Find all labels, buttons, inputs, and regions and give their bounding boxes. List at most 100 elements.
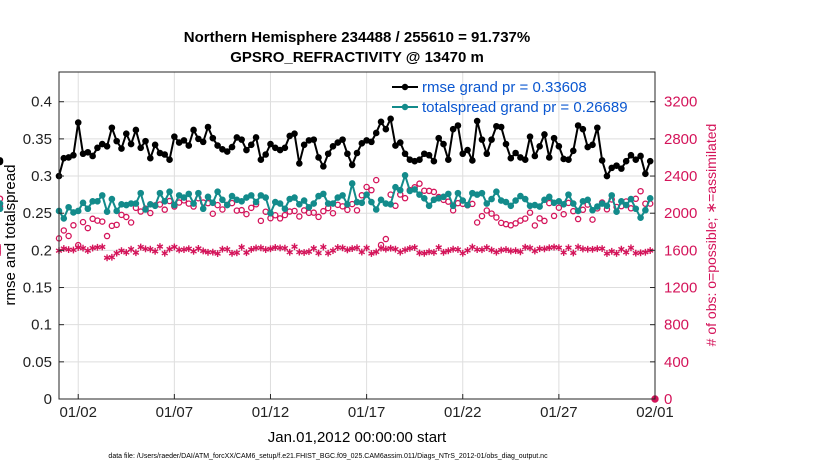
totalspread-point xyxy=(574,207,582,215)
asterisk-stroke xyxy=(118,248,125,253)
totalspread-point xyxy=(478,189,486,197)
asterisk-stroke xyxy=(190,248,197,254)
obs-assimilated-marker xyxy=(214,250,221,258)
asterisk-stroke xyxy=(296,249,303,255)
rmse-point xyxy=(574,122,582,129)
asterisk-stroke xyxy=(526,245,534,251)
rmse-point xyxy=(161,151,169,158)
totalspread-point xyxy=(195,189,202,197)
asterisk-stroke xyxy=(627,245,635,251)
asterisk-stroke xyxy=(98,244,106,250)
rmse-point xyxy=(214,142,221,149)
totalspread-point xyxy=(646,195,654,202)
totalspread-point xyxy=(65,203,72,211)
rmse-point xyxy=(185,142,193,149)
obs-possible-marker xyxy=(0,195,4,202)
obs-assimilated-marker xyxy=(344,246,351,254)
obs-possible-marker xyxy=(0,203,4,210)
obs-possible-marker xyxy=(478,212,486,220)
totalspread-point xyxy=(449,202,457,210)
asterisk-stroke xyxy=(363,245,370,251)
asterisk-stroke xyxy=(368,251,375,256)
obs-assimilated-marker xyxy=(118,247,125,255)
totalspread-point xyxy=(267,209,274,217)
obs-possible-marker xyxy=(574,215,582,223)
asterisk-stroke xyxy=(180,247,188,252)
obs-assimilated-marker xyxy=(233,249,241,257)
obs-possible-marker xyxy=(416,180,423,187)
rmse-point xyxy=(223,148,231,155)
rmse-point xyxy=(613,162,620,169)
obs-assimilated-marker xyxy=(247,246,255,253)
asterisk-stroke xyxy=(132,250,140,255)
obs-assimilated-marker xyxy=(372,248,380,256)
asterisk-stroke xyxy=(286,249,294,255)
rmse-point xyxy=(195,135,202,143)
obs-possible-marker xyxy=(276,215,284,222)
asterisk-stroke xyxy=(445,248,452,254)
asterisk-stroke xyxy=(262,247,269,252)
obs-possible-marker xyxy=(526,209,534,216)
asterisk-stroke xyxy=(377,245,385,251)
rmse-point xyxy=(204,123,212,131)
obs-assimilated-marker xyxy=(464,247,471,254)
obs-assimilated-marker xyxy=(541,245,548,253)
y-tick-label: 0.25 xyxy=(23,205,52,222)
totalspread-point xyxy=(79,199,87,207)
data-file-footnote: data file: /Users/raeder/DAI/ATM_forcXX/… xyxy=(108,453,548,460)
obs-assimilated-marker xyxy=(627,244,635,252)
y-tick-label: 0.1 xyxy=(31,317,52,334)
obs-possible-marker xyxy=(329,209,337,217)
asterisk-stroke xyxy=(320,244,327,250)
rmse-point xyxy=(147,154,154,162)
rmse-point xyxy=(320,163,327,170)
asterisk-stroke xyxy=(281,245,289,251)
rmse-point xyxy=(315,154,322,161)
rmse-point xyxy=(296,160,303,167)
rmse-point xyxy=(377,118,385,126)
obs-assimilated-marker xyxy=(267,245,274,253)
totalspread-point xyxy=(166,188,173,195)
rmse-point xyxy=(598,157,606,164)
totalspread-point xyxy=(613,208,620,216)
obs-assimilated-marker xyxy=(569,249,577,257)
rmse-point xyxy=(310,136,318,143)
obs-possible-marker xyxy=(372,176,380,184)
obs-possible-marker xyxy=(473,219,481,226)
obs-assimilated-marker xyxy=(358,248,366,256)
rmse-point xyxy=(257,156,265,163)
totalspread-point xyxy=(411,186,418,193)
totalspread-point xyxy=(584,196,592,204)
totalspread-point xyxy=(74,207,82,215)
asterisk-stroke xyxy=(127,246,135,252)
obs-possible-marker xyxy=(296,213,303,220)
rmse-point xyxy=(435,134,443,142)
asterisk-stroke xyxy=(512,248,519,253)
asterisk-stroke xyxy=(622,250,630,255)
chart-title: Northern Hemisphere 234488 / 255610 = 91… xyxy=(184,29,530,46)
obs-possible-marker xyxy=(113,221,120,229)
rmse-point xyxy=(594,124,601,132)
obs-possible-marker xyxy=(541,217,548,225)
obs-assimilated-marker xyxy=(517,248,524,256)
totalspread-point xyxy=(180,194,188,201)
rmse-point xyxy=(473,117,481,125)
totalspread-point xyxy=(377,196,385,204)
obs-assimilated-marker xyxy=(560,249,567,256)
totalspread-point xyxy=(209,199,217,207)
asterisk-stroke xyxy=(89,245,96,251)
obs-assimilated-marker xyxy=(377,244,385,252)
rmse-point xyxy=(190,126,197,134)
totalspread-point xyxy=(632,205,640,213)
totalspread-point xyxy=(589,206,596,214)
obs-assimilated-marker xyxy=(329,247,337,255)
chart-subtitle: GPSRO_REFRACTIVITY @ 13470 m xyxy=(230,49,484,66)
totalspread-point xyxy=(565,191,572,198)
rmse-point xyxy=(0,157,4,164)
obs-assimilated-marker xyxy=(286,248,294,256)
obs-assimilated-marker xyxy=(348,245,356,252)
totalspread-point xyxy=(483,200,491,207)
totalspread-point xyxy=(320,190,327,198)
x-tick-label: 02/01 xyxy=(636,404,674,421)
asterisk-stroke xyxy=(387,245,394,251)
